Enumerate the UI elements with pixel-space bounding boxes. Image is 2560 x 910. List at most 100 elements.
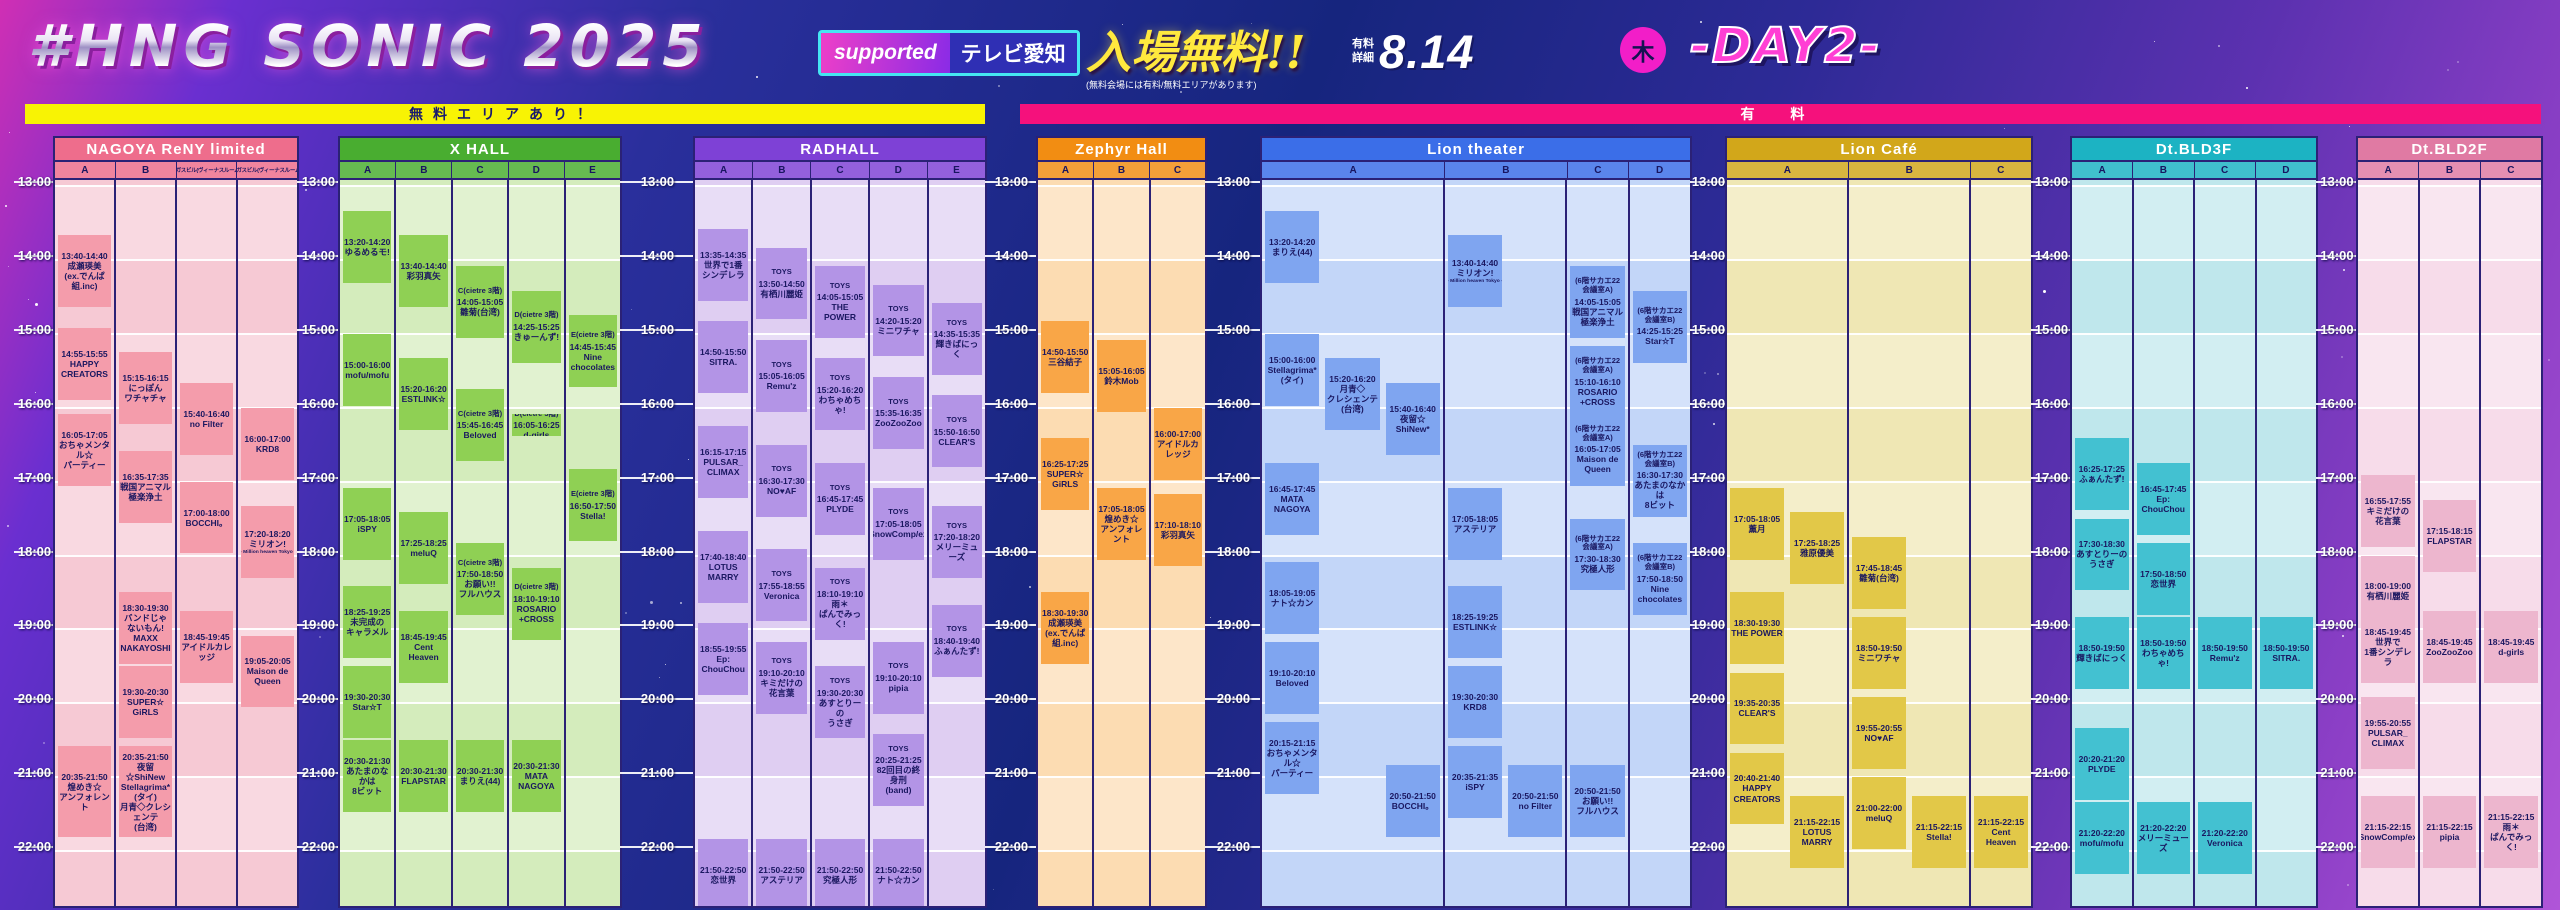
- event-artist-name: pipia: [888, 682, 909, 693]
- event-artist-name: Nine chocolates: [1637, 583, 1683, 604]
- hour-tick-line: [1690, 181, 1727, 183]
- column-header-radhall-E: E: [926, 162, 986, 178]
- venue-panel-lion-theater: Lion theater A B C D 13:20-14:20 まりえ(44) 15:00-…: [1262, 138, 1690, 906]
- event-block: 19:35-20:35 CLEAR'S: [1730, 672, 1784, 745]
- event-time: 17:50-18:50: [2140, 569, 2187, 580]
- event-block: 19:30-20:30 SUPER☆ GiRLS: [119, 666, 172, 739]
- event-block: 16:25-17:25 ふぁんたず!: [2075, 438, 2129, 511]
- event-room-label: TOYS: [946, 317, 967, 327]
- event-block: (6階サカエ22 会議室B) 17:50-18:50 Nine chocolates: [1632, 543, 1687, 616]
- event-block: E(cietre 3階) 14:45-15:45 Nine chocolates: [568, 315, 618, 388]
- event-artist-name: お願い!! フルハウス: [458, 579, 502, 600]
- event-artist-name: Maison de Queen: [246, 666, 289, 687]
- hour-line: [2358, 776, 2541, 779]
- event-artist-name: ふぁんたず!: [2079, 474, 2125, 485]
- venue-grid-lion-theater: 13:20-14:20 まりえ(44) 15:00-16:00 Stellagrima…: [1262, 180, 1690, 906]
- event-block: 21:20-22:20 メリーミューズ: [2136, 801, 2190, 874]
- event-artist-name: Nine chocolates: [570, 351, 616, 372]
- hour-line: [1262, 480, 1690, 483]
- event-time: 19:55-20:55: [2364, 718, 2411, 729]
- event-block: 16:00-17:00 アイドルカレッジ: [1153, 407, 1202, 480]
- event-time: 17:50-18:50: [1636, 573, 1684, 584]
- time-label: 21:00: [994, 765, 1029, 781]
- event-artist-name: きゅーんず!: [513, 331, 560, 342]
- time-label: 14:00: [640, 247, 675, 263]
- hour-tick-line: [2316, 254, 2358, 257]
- event-block: 18:50-19:50 ミニワチャ: [1852, 617, 1906, 689]
- star-dot: [756, 76, 758, 78]
- event-time: 16:35-17:35: [122, 471, 169, 482]
- event-block: 16:00-17:00 KRD8: [241, 407, 294, 480]
- event-room-label: TOYS: [946, 415, 967, 424]
- event-block: (6階サカエ22 会議室A) 15:10-16:10 ROSARIO +CROSS: [1570, 346, 1625, 418]
- event-room-label: TOYS: [888, 661, 909, 671]
- time-label: 18:00: [1216, 543, 1251, 559]
- hour-tick-line: [297, 476, 340, 479]
- event-time: 18:40-19:40: [933, 636, 980, 647]
- time-label: 22:00: [994, 839, 1029, 855]
- venue-column-dt-bld3f-C: 18:50-19:50 Remu'z 21:20-22:20 Veronica: [2193, 180, 2255, 906]
- event-time: 18:00-19:00: [2364, 581, 2411, 592]
- event-time: 16:05-17:05: [1574, 444, 1621, 455]
- hour-tick-line: [1205, 402, 1262, 405]
- column-header-dt-bld3f-B: B: [2132, 162, 2194, 178]
- time-label: 18:00: [301, 543, 336, 559]
- event-time: 13:35-14:35: [700, 250, 747, 261]
- hour-tick-line: [2031, 181, 2072, 183]
- time-label: 16:00: [301, 395, 336, 411]
- event-time: 17:25-18:25: [1793, 538, 1841, 549]
- event-artist-name: Ep: ChouChou: [701, 654, 745, 675]
- event-artist-name: まりえ(44): [1271, 246, 1313, 257]
- event-artist-name: ゆるめるモ!: [344, 246, 390, 257]
- event-time: 20:40-21:40: [1733, 773, 1781, 784]
- event-artist-name: PLYDE: [826, 504, 854, 515]
- event-room-label: E(cietre 3階): [570, 488, 615, 498]
- hour-band: [2358, 186, 2541, 260]
- column-header-radhall-D: D: [868, 162, 927, 178]
- column-header-dt-bld2f-C: C: [2479, 162, 2541, 178]
- column-header-lion-theater-C: C: [1566, 162, 1629, 178]
- hour-line: [1262, 850, 1690, 853]
- venue-column-radhall-B: TOYS 13:50-14:50 有栖川麗姫 TOYS 15:05-16:05 Remu'…: [751, 180, 809, 906]
- event-artist-name: Remu'z: [2209, 653, 2240, 664]
- event-artist-name: KRD8: [255, 443, 280, 454]
- event-block: TOYS 13:50-14:50 有栖川麗姫: [756, 247, 807, 320]
- event-block: 17:40-18:40 LOTUS MARRY: [698, 530, 749, 603]
- event-time: 16:45-17:45: [1268, 484, 1316, 495]
- hour-tick-line: [14, 476, 55, 479]
- event-date: 8.14: [1379, 25, 1475, 78]
- hour-line: [340, 628, 620, 631]
- event-artist-name: 煌めき☆ アンフォレント: [1100, 513, 1143, 544]
- venue-title-dt-bld2f: Dt.BLD2F: [2358, 138, 2541, 160]
- event-room-label: (6階サカエ22 会議室B): [1637, 553, 1683, 572]
- event-artist-name: CLEAR'S: [1738, 708, 1776, 719]
- event-time: 20:20-21:20: [2078, 753, 2125, 764]
- hour-tick-line: [2031, 476, 2072, 479]
- event-block: 18:45-19:45 d-girls: [2484, 610, 2539, 683]
- event-block: 13:35-14:35 世界で1番 シンデレラ: [698, 229, 749, 301]
- hour-line: [340, 850, 620, 853]
- hour-tick-line: [2316, 624, 2358, 627]
- event-block: 15:20-16:20 月青◇ クレシェンテ (台湾): [1325, 358, 1380, 431]
- hour-line: [1038, 258, 1205, 261]
- hour-line: [695, 258, 985, 261]
- venue-title-lion-cafe: Lion Café: [1727, 138, 2031, 160]
- column-header-reny-B: B: [114, 162, 176, 178]
- event-time: 17:05-18:05: [1098, 503, 1145, 514]
- event-time: 18:45-19:45: [2426, 636, 2473, 647]
- event-time: 19:10-20:10: [1268, 667, 1316, 678]
- event-block: 20:30-21:30 まりえ(44): [455, 740, 505, 813]
- event-time: 15:00-16:00: [344, 359, 391, 370]
- event-room-label: TOYS: [946, 520, 967, 530]
- venue-column-reny-B: 15:15-16:15 にっぽん ワチャチャ 16:35-17:35 戦国アニマル 極…: [114, 180, 175, 906]
- hour-tick-line: [2316, 402, 2358, 405]
- time-gutter-4: 13:00 14:00 15:00 16:00 17:00 18:00 19:00 20:00…: [1205, 138, 1262, 906]
- event-artist-name: 雛菊(台湾): [1859, 572, 1899, 583]
- paid-detail-line1: 有料: [1352, 37, 1374, 50]
- time-label: 17:00: [994, 469, 1029, 485]
- time-label: 14:00: [17, 247, 52, 263]
- hour-tick-line: [2031, 772, 2072, 775]
- time-label: 14:00: [1216, 247, 1251, 263]
